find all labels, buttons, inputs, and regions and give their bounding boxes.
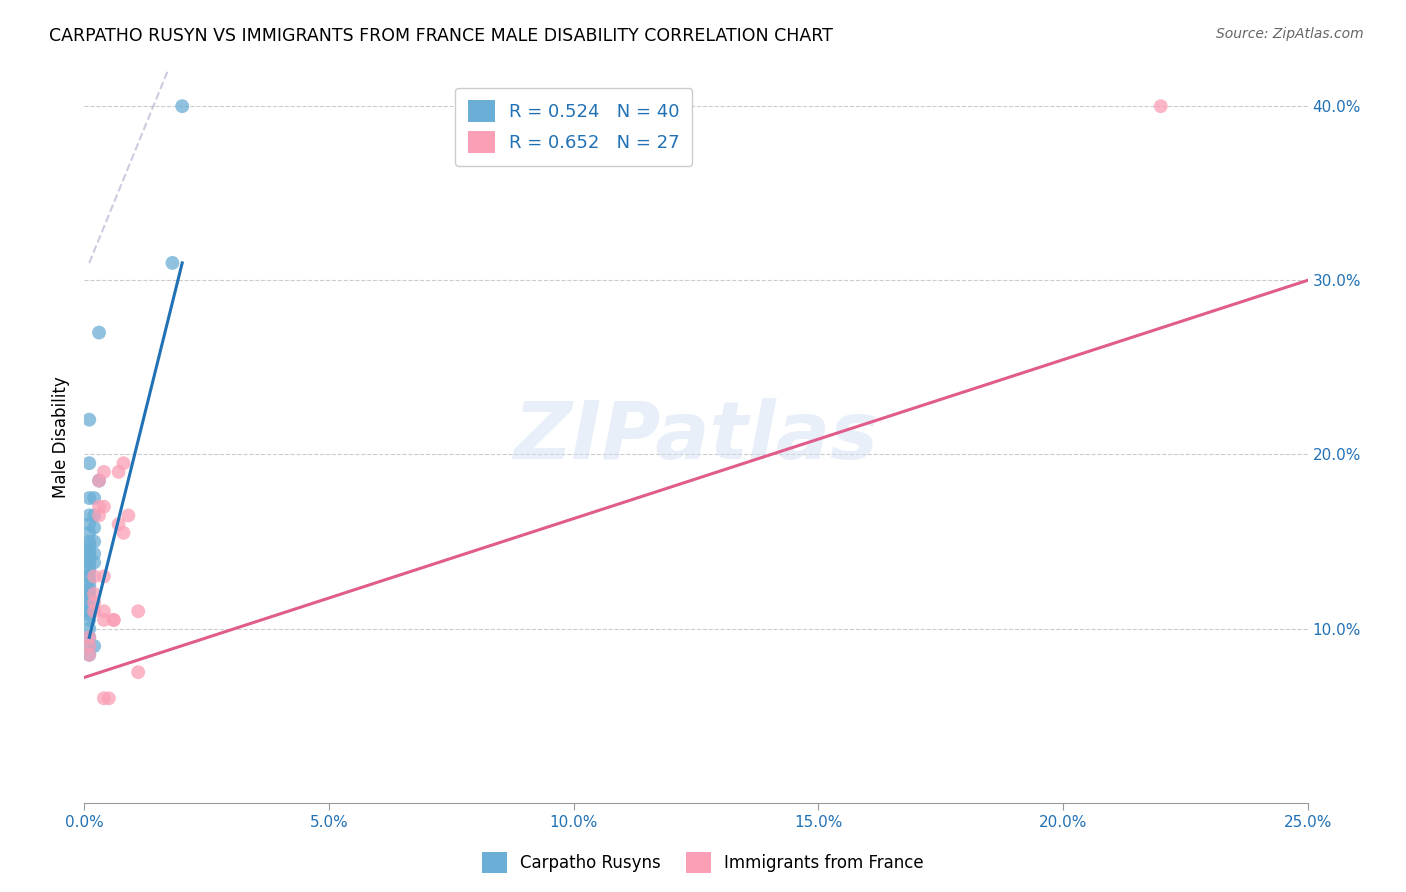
Point (77, 534, 100, 549)
Point (83, 521, 105, 535)
Point (93, 691, 115, 706)
Point (93, 465, 115, 479)
Point (77, 591, 100, 605)
Point (77, 648, 100, 662)
Point (87, 326, 110, 340)
Point (77, 543, 100, 558)
Point (77, 552, 100, 566)
Point (172, 99, 194, 113)
Point (83, 569, 105, 583)
Point (77, 569, 100, 583)
Point (77, 631, 100, 645)
Point (77, 607, 100, 622)
Point (77, 547, 100, 561)
Point (77, 556, 100, 570)
Point (77, 595, 100, 609)
Point (87, 508, 110, 523)
Point (77, 622, 100, 636)
Point (93, 500, 115, 514)
Point (87, 474, 110, 488)
Point (1150, 99, 1173, 113)
Point (93, 569, 115, 583)
Point (77, 456, 100, 470)
Point (83, 547, 105, 561)
Point (77, 517, 100, 532)
Point (77, 600, 100, 615)
Point (83, 639, 105, 653)
Point (87, 500, 110, 514)
Point (77, 412, 100, 426)
Point (83, 556, 105, 570)
Point (107, 465, 129, 479)
Y-axis label: Male Disability: Male Disability (52, 376, 70, 498)
Point (112, 525, 135, 540)
Point (162, 256, 184, 270)
Point (77, 639, 100, 653)
Point (127, 604, 149, 618)
Point (77, 573, 100, 587)
Point (103, 613, 125, 627)
Point (83, 508, 105, 523)
Text: CARPATHO RUSYN VS IMMIGRANTS FROM FRANCE MALE DISABILITY CORRELATION CHART: CARPATHO RUSYN VS IMMIGRANTS FROM FRANCE… (49, 27, 834, 45)
Legend: Carpatho Rusyns, Immigrants from France: Carpatho Rusyns, Immigrants from France (475, 846, 931, 880)
Point (77, 639, 100, 653)
Point (83, 595, 105, 609)
Text: ZIPatlas: ZIPatlas (513, 398, 879, 476)
Point (83, 534, 105, 549)
Point (103, 613, 125, 627)
Point (77, 508, 100, 523)
Point (87, 474, 110, 488)
Point (77, 613, 100, 627)
Point (77, 525, 100, 540)
Point (97, 691, 120, 706)
Point (77, 578, 100, 592)
Point (83, 587, 105, 601)
Point (77, 564, 100, 578)
Point (83, 491, 105, 505)
Point (83, 604, 105, 618)
Point (93, 613, 115, 627)
Point (93, 604, 115, 618)
Legend: R = 0.524   N = 40, R = 0.652   N = 27: R = 0.524 N = 40, R = 0.652 N = 27 (456, 87, 692, 166)
Point (77, 604, 100, 618)
Point (77, 583, 100, 598)
Point (77, 491, 100, 505)
Point (77, 560, 100, 574)
Point (77, 587, 100, 601)
Point (77, 538, 100, 552)
Point (77, 631, 100, 645)
Point (117, 508, 139, 523)
Text: Source: ZipAtlas.com: Source: ZipAtlas.com (1216, 27, 1364, 41)
Point (77, 648, 100, 662)
Point (107, 517, 129, 532)
Point (127, 665, 149, 680)
Point (112, 456, 135, 470)
